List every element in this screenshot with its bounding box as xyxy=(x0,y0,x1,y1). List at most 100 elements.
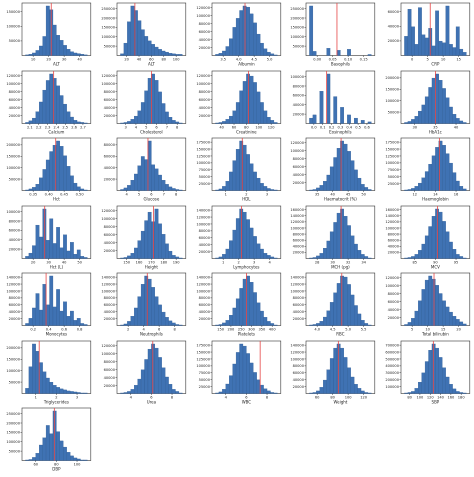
histogram-bar xyxy=(313,189,317,191)
histogram-bar xyxy=(456,117,460,124)
histogram-bar xyxy=(407,120,412,124)
x-tick-label: 90 xyxy=(433,260,438,264)
histogram-panel: 20000 40000 60000 80000 100000 120000 40 60 80 10… xyxy=(190,68,285,136)
y-tick-label: 150000 xyxy=(196,350,210,354)
histogram-bar xyxy=(323,181,328,191)
histogram-bar xyxy=(221,186,226,191)
y-tick-label: 120000 xyxy=(6,74,20,78)
histogram-panel: 20000 40000 60000 80000 100000 120000 3 4 5 6 7 8 Ch… xyxy=(95,68,190,136)
histogram-bar xyxy=(438,293,443,326)
y-tick-label: 120000 xyxy=(291,282,305,286)
histogram-bar xyxy=(25,255,30,259)
y-tick-label: 20000 xyxy=(103,248,115,252)
histogram-bar xyxy=(59,146,64,191)
x-tick-label: 180 xyxy=(160,260,168,264)
x-tick-label: 2 xyxy=(55,395,57,399)
y-tick-label: 60000 xyxy=(9,303,21,307)
histogram-bar xyxy=(421,243,426,259)
histogram-bar xyxy=(323,316,328,326)
y-tick-label: 60000 xyxy=(198,236,210,240)
y-tick-label: 80000 xyxy=(293,364,305,368)
histogram-svg: 50000 100000 150000 200000 250000 60 80 100 DBP xyxy=(6,407,92,471)
histogram-bar xyxy=(133,173,138,191)
histogram-bar xyxy=(462,392,467,394)
histogram-bar xyxy=(350,376,355,394)
x-tick-label: 50 xyxy=(362,193,367,197)
histogram-svg: 20000 40000 60000 80000 100000 120000 140000 16… xyxy=(291,205,376,269)
histogram-bar xyxy=(151,164,155,191)
histogram-bar xyxy=(59,247,64,259)
histogram-bar xyxy=(347,114,352,124)
histogram-svg: 20000 40000 60000 80000 100000 120000 4 6 8 Urea xyxy=(101,340,186,404)
histogram-bar xyxy=(56,226,60,259)
histogram-bar xyxy=(161,233,166,259)
histogram-bar xyxy=(137,110,142,124)
y-tick-label: 150000 xyxy=(386,147,400,151)
histogram-bar xyxy=(238,343,243,394)
histogram-bar xyxy=(266,254,271,259)
histogram-bar xyxy=(330,302,335,326)
histogram-bar xyxy=(25,459,30,461)
histogram-bar xyxy=(235,298,240,326)
y-tick-label: 20000 xyxy=(293,181,305,185)
histogram-bar xyxy=(238,90,243,124)
histogram-bar xyxy=(175,390,179,394)
histogram-bar xyxy=(28,318,33,326)
x-tick-label: 0.1 xyxy=(320,125,326,129)
histogram-bar xyxy=(330,166,335,191)
y-tick-label: 80000 xyxy=(388,292,400,296)
histogram-bar xyxy=(259,248,264,259)
histogram-bar xyxy=(76,121,81,124)
y-tick-label: 20000 xyxy=(9,113,21,117)
histogram-panel: 25000 50000 75000 100000 125000 150000 175000 1… xyxy=(190,135,285,203)
histogram-panel: 20000 40000 60000 80000 100000 120000 3.5 4.0 4.… xyxy=(190,0,285,68)
y-tick-label: 500000 xyxy=(386,357,400,361)
histogram-bar xyxy=(157,223,162,259)
histogram-bar xyxy=(175,121,179,124)
histogram-bar xyxy=(147,348,152,394)
histogram-bar xyxy=(232,229,236,259)
y-tick-label: 20000 xyxy=(388,39,400,43)
histogram-bar xyxy=(438,356,443,394)
histogram-bar xyxy=(459,120,464,124)
y-tick-label: 160000 xyxy=(291,207,305,211)
histogram-bar xyxy=(164,184,169,191)
histogram-panel: 50000 100000 150000 200000 0.35 0.40 0.45 0.50 H… xyxy=(0,135,95,203)
histogram-bar xyxy=(120,392,124,394)
histogram-bar xyxy=(168,116,172,124)
histogram-bar xyxy=(56,431,60,461)
y-tick-label: 100000 xyxy=(291,357,305,361)
histogram-bar xyxy=(354,305,359,326)
y-tick-label: 100000 xyxy=(291,35,305,39)
histogram-svg: 20000 40000 60000 80000 100000 120000 35 40 45 50… xyxy=(291,137,376,201)
x-tick-label: 1 xyxy=(35,395,37,399)
histogram-panel: 50000 100000 150000 200000 250000 20 40 60 80 100… xyxy=(95,0,190,68)
x-tick-label: 0 xyxy=(411,58,414,62)
histogram-bar xyxy=(126,120,131,124)
x-tick-label: 95 xyxy=(454,260,459,264)
histogram-bar xyxy=(263,252,267,259)
histogram-bar xyxy=(66,452,71,461)
y-tick-label: 50000 xyxy=(293,44,305,48)
histogram-bar xyxy=(80,121,85,124)
histogram-bar xyxy=(456,253,460,259)
histogram-bar xyxy=(459,391,464,394)
histogram-bar xyxy=(140,101,145,124)
histogram-bar xyxy=(45,159,50,191)
histogram-bar xyxy=(175,189,179,191)
histogram-bar xyxy=(175,54,179,56)
x-tick-label: 4.0 xyxy=(315,328,321,332)
histogram-bar xyxy=(357,177,362,191)
y-tick-label: 40000 xyxy=(103,310,115,314)
histogram-bar xyxy=(140,284,145,326)
x-tick-label: 100 xyxy=(255,125,263,129)
x-tick-label: 0.6 xyxy=(61,328,67,332)
y-tick-label: 140000 xyxy=(291,214,305,218)
histogram-bar xyxy=(368,257,372,259)
x-tick-label: 85 xyxy=(413,260,418,264)
y-tick-label: 100000 xyxy=(386,98,400,102)
y-tick-label: 300000 xyxy=(386,371,400,375)
x-tick-label: 80 xyxy=(54,463,59,467)
y-tick-label: 80000 xyxy=(103,359,115,363)
histogram-bar xyxy=(161,50,166,56)
